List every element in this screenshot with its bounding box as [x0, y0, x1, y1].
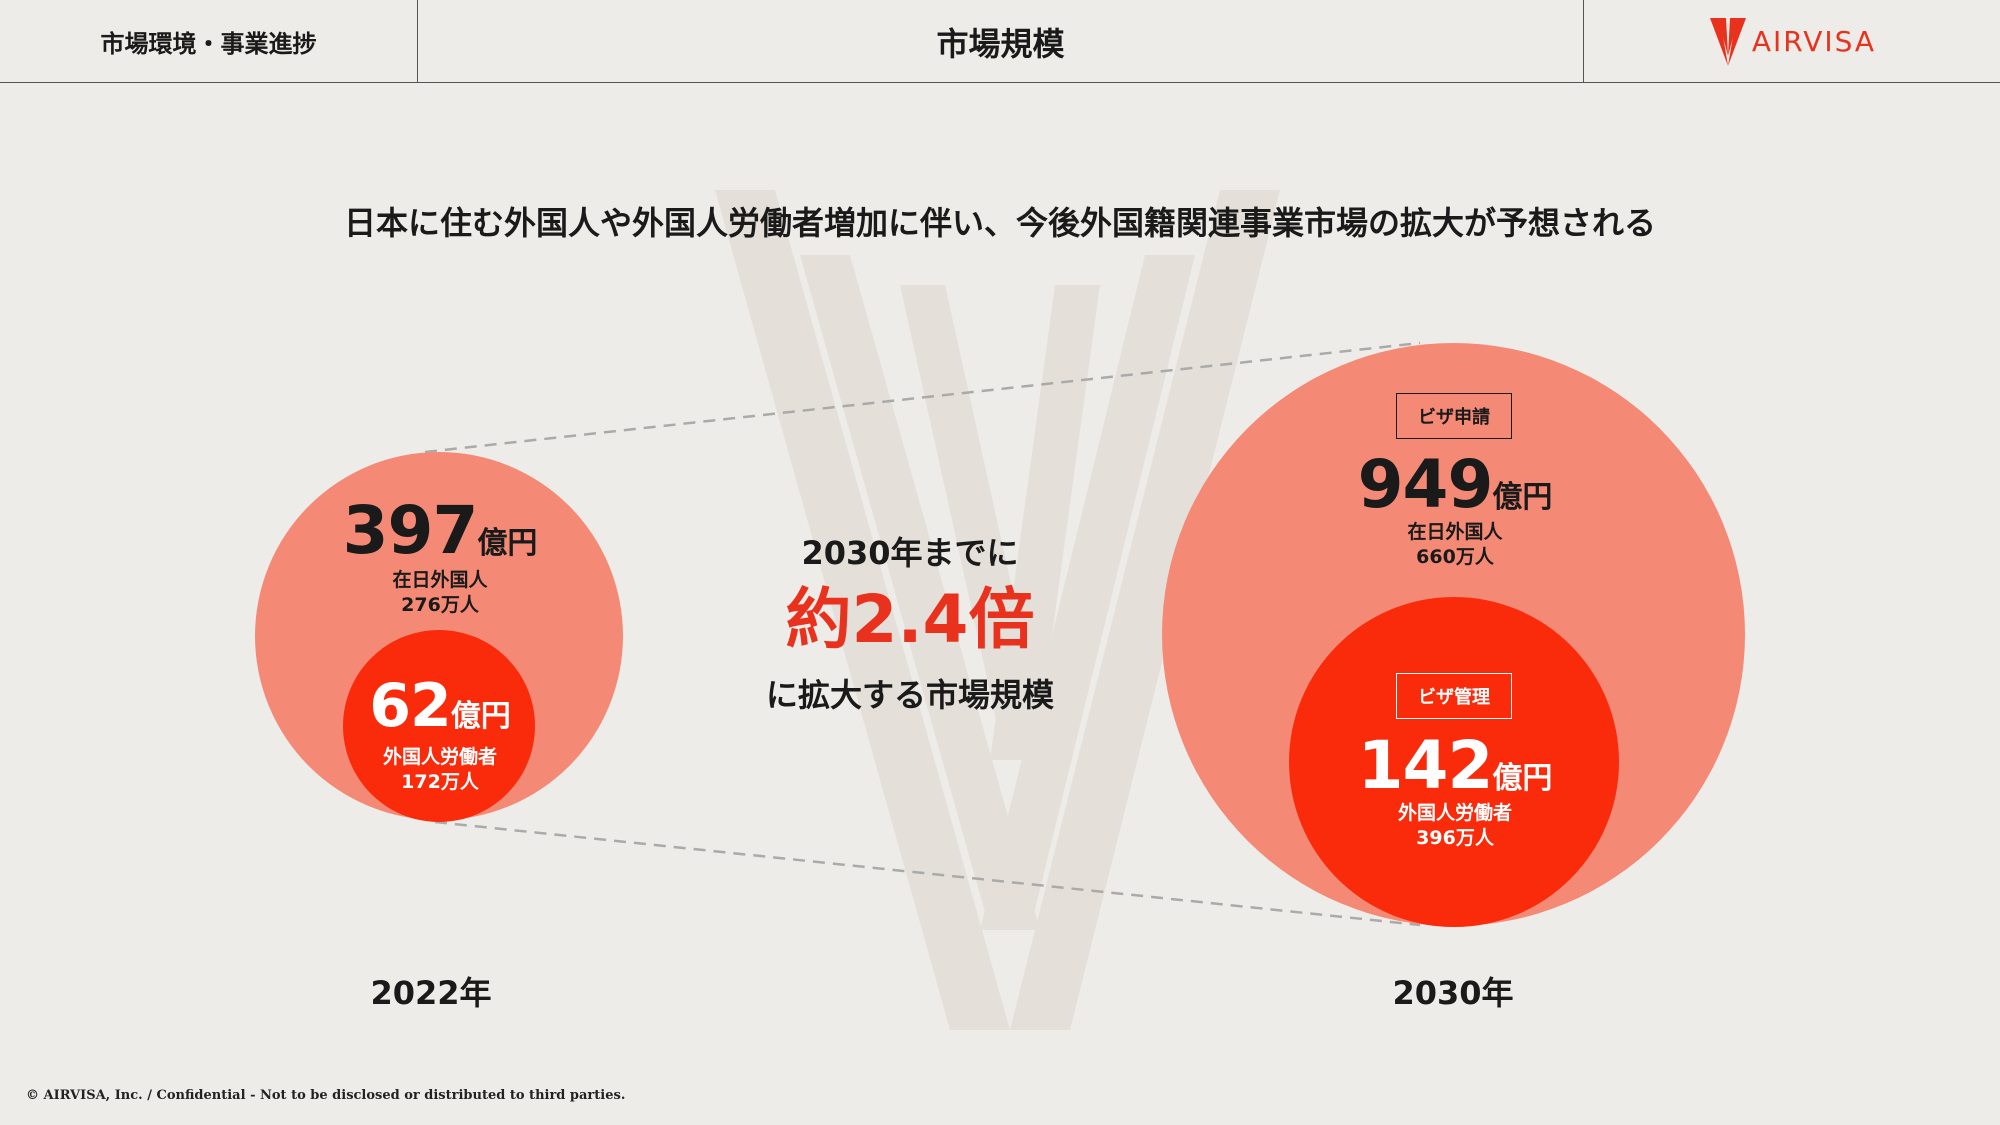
value-2022-workers-number: 62 — [369, 671, 451, 741]
desc-2022-total: 在日外国人 276万人 — [300, 568, 580, 618]
desc-2022-workers: 外国人労働者 172万人 — [340, 745, 540, 795]
desc-2022-total-line1: 在日外国人 — [392, 569, 488, 591]
logo-text: AIRVISA — [1751, 25, 1877, 58]
value-2022-total-number: 397 — [342, 492, 479, 569]
value-2030-total: 949億円 — [1300, 452, 1610, 518]
badge-visa-management: ビザ管理 — [1396, 673, 1512, 719]
headline: 日本に住む外国人や外国人労働者増加に伴い、今後外国籍関連事業市場の拡大が予想され… — [343, 204, 1656, 242]
desc-2022-total-line2: 276万人 — [401, 594, 479, 616]
desc-2030-workers: 外国人労働者 396万人 — [1300, 801, 1610, 851]
value-2030-workers-number: 142 — [1357, 727, 1494, 804]
desc-2030-total-line2: 660万人 — [1416, 546, 1494, 568]
circle-2030-workers — [1289, 597, 1619, 927]
value-2030-workers-unit: 億円 — [1492, 761, 1553, 796]
value-2022-workers-unit: 億円 — [450, 699, 511, 734]
circle-2022-workers — [343, 630, 535, 822]
airvisa-logo: AIRVISA — [1708, 16, 1876, 68]
value-2030-workers: 142億円 — [1300, 733, 1610, 799]
desc-2022-workers-line2: 172万人 — [401, 771, 479, 793]
page-title: 市場規模 — [418, 0, 1584, 83]
section-label: 市場環境・事業進捗 — [0, 0, 418, 83]
growth-tail: に拡大する市場規模 — [765, 676, 1054, 714]
logo-area: AIRVISA — [1584, 0, 2000, 83]
value-2030-total-unit: 億円 — [1492, 480, 1553, 515]
confidential-footer: © AIRVISA, Inc. / Confidential - Not to … — [26, 1088, 626, 1103]
desc-2030-total-line1: 在日外国人 — [1407, 521, 1503, 543]
value-2022-total: 397億円 — [300, 498, 580, 564]
growth-multiplier: 約2.4倍 — [785, 581, 1035, 658]
year-label-2022: 2022年 — [370, 974, 492, 1012]
desc-2030-total: 在日外国人 660万人 — [1300, 520, 1610, 570]
airvisa-v-icon — [1709, 17, 1746, 66]
desc-2030-workers-line1: 外国人労働者 — [1397, 802, 1512, 824]
desc-2030-workers-line2: 396万人 — [1416, 827, 1494, 849]
value-2022-workers: 62億円 — [340, 676, 540, 736]
header-bar: 市場環境・事業進捗 市場規模 AIRVISA — [0, 0, 2000, 83]
badge-visa-application: ビザ申請 — [1396, 393, 1512, 439]
desc-2022-workers-line1: 外国人労働者 — [382, 746, 497, 768]
growth-lead: 2030年までに — [801, 534, 1019, 572]
value-2030-total-number: 949 — [1357, 446, 1494, 523]
year-label-2030: 2030年 — [1392, 974, 1514, 1012]
value-2022-total-unit: 億円 — [477, 526, 538, 561]
